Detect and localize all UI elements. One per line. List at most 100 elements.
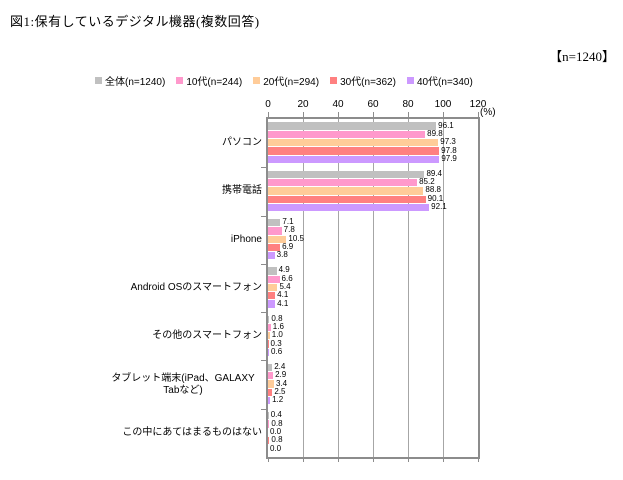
- legend-label: 40代(n=340): [416, 77, 473, 88]
- x-axis-tick-mark: [477, 457, 479, 462]
- bar-value-label: 6.6: [281, 273, 293, 283]
- legend-label: 30代(n=362): [340, 77, 396, 88]
- x-axis-tick-mark: [407, 457, 409, 462]
- x-axis-tick-mark: [442, 457, 444, 462]
- bar: [268, 340, 269, 348]
- bar-value-label: 3.8: [276, 250, 288, 260]
- bar: [268, 155, 440, 163]
- x-axis-tick-mark: [337, 457, 339, 462]
- category-axis-tick-mark: [261, 263, 266, 265]
- x-axis-tick-mark: [302, 112, 304, 117]
- sample-size-label: 【n=1240】: [549, 49, 615, 64]
- bar-value-label: 0.6: [271, 346, 283, 356]
- bar: [268, 139, 439, 147]
- bar-value-label: 0.8: [271, 435, 283, 445]
- legend-swatch: [406, 77, 414, 84]
- legend-item: 全体(n=1240): [95, 73, 165, 88]
- bar-value-label: 2.5: [274, 386, 286, 396]
- bar: [268, 380, 274, 388]
- x-axis-tick-mark: [337, 112, 339, 117]
- gridline: [337, 119, 339, 457]
- bar-value-label: 7.8: [283, 225, 295, 235]
- bar-value-label: 97.9: [441, 153, 457, 163]
- legend-swatch: [330, 77, 338, 84]
- category-label: タブレット端末(iPad、GALAXY Tabなど): [111, 372, 255, 396]
- bar-value-label: 89.8: [427, 128, 443, 138]
- bar: [268, 300, 276, 308]
- bar-value-label: 85.2: [419, 177, 435, 187]
- bar: [268, 323, 271, 332]
- x-axis-tick-label: 60: [367, 99, 379, 110]
- bar-value-label: 2.9: [275, 370, 287, 380]
- bar-value-label: 88.8: [425, 185, 441, 195]
- x-axis-tick-mark: [407, 112, 409, 117]
- bar-value-label: 6.9: [282, 242, 294, 252]
- x-axis-tick-mark: [302, 457, 304, 462]
- bar-value-label: 4.9: [278, 265, 290, 275]
- bar-value-label: 0.4: [270, 410, 282, 420]
- bar: [268, 363, 273, 372]
- bar-value-label: 10.5: [288, 233, 304, 243]
- bar: [268, 235, 287, 243]
- x-axis-tick-mark: [267, 457, 269, 462]
- legend-swatch: [253, 77, 261, 84]
- bar: [268, 397, 271, 405]
- x-axis-tick-mark: [372, 112, 374, 117]
- bar: [268, 348, 270, 357]
- gridline: [442, 119, 444, 457]
- bar: [268, 252, 275, 260]
- bar-value-label: 89.4: [426, 168, 443, 178]
- x-axis-tick-mark: [372, 457, 374, 462]
- category-axis-tick-mark: [261, 167, 266, 169]
- x-axis-tick-mark: [442, 112, 444, 117]
- bar: [268, 203, 430, 212]
- bar-value-label: 5.4: [279, 282, 291, 292]
- legend-item: 20代(n=294): [253, 73, 319, 88]
- bar-value-label: 2.4: [274, 362, 286, 372]
- bar-value-label: 0.0: [270, 426, 282, 436]
- bar: [268, 372, 274, 380]
- bar: [268, 283, 278, 292]
- bar: [268, 187, 424, 195]
- bar: [268, 437, 270, 445]
- gridline: [407, 119, 409, 457]
- bar: [268, 292, 276, 300]
- legend-label: 全体(n=1240): [105, 77, 166, 88]
- category-axis-tick-mark: [261, 312, 266, 314]
- bar: [268, 332, 270, 340]
- legend: 全体(n=1240) 10代(n=244) 20代(n=294) 30代(n=362)…: [95, 73, 473, 88]
- bar-value-label: 0.3: [270, 338, 282, 348]
- legend-swatch: [176, 77, 184, 84]
- legend-item: 10代(n=244): [176, 73, 242, 88]
- bar: [268, 420, 270, 428]
- gridline: [372, 119, 374, 457]
- bar: [268, 243, 281, 252]
- x-axis-tick-label: 0: [265, 99, 271, 110]
- category-axis-tick-mark: [261, 215, 266, 217]
- bar-value-label: 0.0: [270, 443, 282, 453]
- x-axis-tick-label: 120: [469, 99, 487, 110]
- bar: [268, 147, 440, 155]
- category-label: その他のスマートフォン: [152, 330, 262, 342]
- category-label: iPhone: [230, 233, 262, 245]
- bar: [268, 388, 273, 397]
- x-axis-tick-label: 80: [402, 99, 414, 110]
- x-axis-tick-label: 40: [332, 99, 344, 110]
- bar: [268, 275, 280, 283]
- axis-unit-label: (%): [480, 107, 496, 118]
- bar-value-label: 96.1: [438, 120, 454, 130]
- bar: [268, 412, 269, 420]
- figure-title: 図1:保有しているデジタル機器(複数回答): [10, 14, 260, 29]
- x-axis-tick-label: 20: [297, 99, 309, 110]
- bar-value-label: 1.6: [272, 322, 284, 332]
- bar: [268, 315, 270, 323]
- category-label: この中にあてはまるものはない: [122, 426, 262, 438]
- bar: [268, 178, 418, 187]
- category-label: Android OSのスマートフォン: [130, 282, 262, 293]
- bar: [268, 170, 425, 178]
- bar-value-label: 3.4: [275, 378, 288, 388]
- bar-value-label: 92.1: [431, 202, 447, 212]
- bar-value-label: 97.8: [441, 145, 457, 155]
- category-axis-tick-mark: [261, 360, 266, 362]
- bar: [268, 227, 282, 235]
